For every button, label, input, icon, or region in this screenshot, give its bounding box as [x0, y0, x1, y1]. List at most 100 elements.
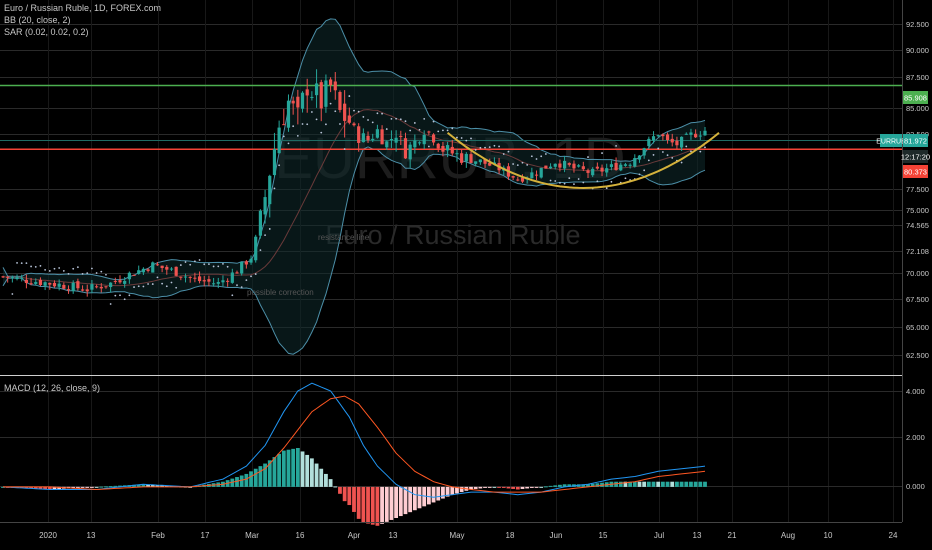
macd-hist-bar: [113, 485, 118, 487]
candle-body: [123, 280, 127, 284]
sar-dot: [357, 110, 360, 113]
parabolic-sar: [11, 95, 706, 305]
candle-body: [698, 135, 702, 137]
candle-body: [193, 277, 197, 279]
candle-body: [1, 276, 5, 278]
candle: [249, 255, 253, 265]
sar-dot: [292, 125, 295, 128]
sar-dot: [217, 265, 220, 268]
sar-dot: [348, 95, 351, 97]
candle: [296, 89, 300, 125]
candle-body: [319, 82, 323, 109]
candle: [212, 277, 216, 287]
candle-body: [282, 124, 286, 126]
sar-dot: [418, 128, 421, 131]
macd-hist-bar: [431, 486, 436, 503]
symbol-badge-label: EURRUB: [876, 139, 906, 146]
candle: [48, 282, 52, 290]
candle: [34, 278, 38, 286]
macd-hist-bar: [342, 486, 347, 502]
candle: [469, 149, 473, 164]
macd-hist-bar: [300, 451, 305, 487]
sar-indicator-label[interactable]: SAR (0.02, 0.02, 0.2): [4, 27, 89, 37]
macd-hist-bar: [375, 486, 380, 526]
candle: [277, 120, 281, 154]
candle-body: [478, 159, 482, 163]
macd-tick-label: 2.000: [906, 433, 925, 442]
candle: [291, 96, 295, 115]
candle: [455, 149, 459, 162]
price-tick-label: 72.108: [906, 247, 929, 256]
price-tick-label: 75.000: [906, 206, 929, 215]
chart-title[interactable]: Euro / Russian Ruble, 1D, FOREX.com: [4, 3, 162, 13]
annotation-possible-correction: possible correction: [247, 288, 314, 297]
macd-hist-bar: [408, 486, 413, 513]
sar-dot: [559, 182, 561, 184]
macd-hist-bar: [52, 486, 57, 490]
sar-dot: [615, 145, 617, 147]
candles: [1, 69, 707, 297]
sar-dot: [278, 164, 281, 167]
macd-axis[interactable]: 4.000 2.000 0.000: [906, 387, 925, 491]
candle-body: [249, 258, 253, 263]
macd-hist-bar: [590, 483, 595, 487]
candle: [282, 108, 286, 126]
candle-body: [474, 161, 478, 164]
sar-dot: [507, 150, 510, 153]
time-tick-label: Aug: [781, 531, 795, 540]
candle: [268, 174, 272, 218]
sar-dot: [671, 157, 674, 159]
sar-dot: [315, 118, 318, 121]
macd-hist-bar: [487, 486, 492, 488]
sar-dot: [399, 118, 402, 121]
candle-body: [66, 289, 71, 291]
candle-body: [614, 162, 618, 171]
candle-body: [483, 159, 487, 164]
macd-hist-bar: [319, 468, 324, 487]
candle-body: [244, 261, 248, 265]
price-badges: 85.908 EURRUB 81.972 12:17:20 80.373: [876, 91, 930, 178]
rounding-curve-line[interactable]: [446, 132, 720, 190]
sar-dot: [413, 122, 416, 124]
sar-dot: [437, 130, 440, 133]
macd-hist-bar: [459, 486, 464, 493]
candle: [20, 274, 24, 282]
sar-dot: [236, 284, 238, 287]
rounding-bottom-curve[interactable]: [446, 132, 720, 190]
price-axis[interactable]: 92.50090.00087.50085.00082.50077.50075.0…: [902, 0, 929, 522]
candle-body: [553, 163, 557, 167]
candle-body: [296, 96, 300, 108]
candle-body: [558, 163, 562, 168]
candle-body: [450, 146, 454, 154]
time-tick-label: 15: [599, 531, 608, 540]
sar-dot: [690, 150, 692, 153]
sar-dot: [624, 177, 627, 180]
sar-dot: [128, 294, 131, 297]
macd-hist-bar: [29, 486, 33, 489]
annotations: resistance line possible correction: [247, 233, 370, 297]
sar-dot: [371, 121, 374, 124]
candle-body: [146, 269, 150, 271]
bb-indicator-label[interactable]: BB (20, close, 2): [4, 15, 71, 25]
time-axis[interactable]: 2020 13 Feb 17 Mar 16 Apr 13 May 18 Jun 15 Jul 13 21 Au…: [0, 522, 902, 541]
sar-dot: [385, 128, 388, 130]
macd-hist-bar: [394, 486, 399, 518]
macd-hist-bar: [47, 486, 52, 490]
macd-indicator-label[interactable]: MACD (12, 26, close, 9): [4, 383, 101, 393]
macd-hist-bar: [501, 486, 506, 488]
candle-body: [188, 276, 192, 278]
sar-dot: [240, 286, 243, 289]
candle-body: [431, 134, 436, 143]
candle-body: [310, 96, 314, 98]
candle: [104, 286, 108, 289]
macd-hist-bar: [80, 486, 85, 488]
candle-body: [581, 166, 585, 170]
sar-dot: [502, 153, 505, 155]
candle: [417, 141, 422, 146]
sar-dot: [652, 154, 655, 156]
sar-dot: [577, 178, 580, 180]
macd-hist-bar: [656, 481, 661, 487]
sar-dot: [362, 116, 365, 118]
macd-hist-bar: [253, 468, 258, 487]
